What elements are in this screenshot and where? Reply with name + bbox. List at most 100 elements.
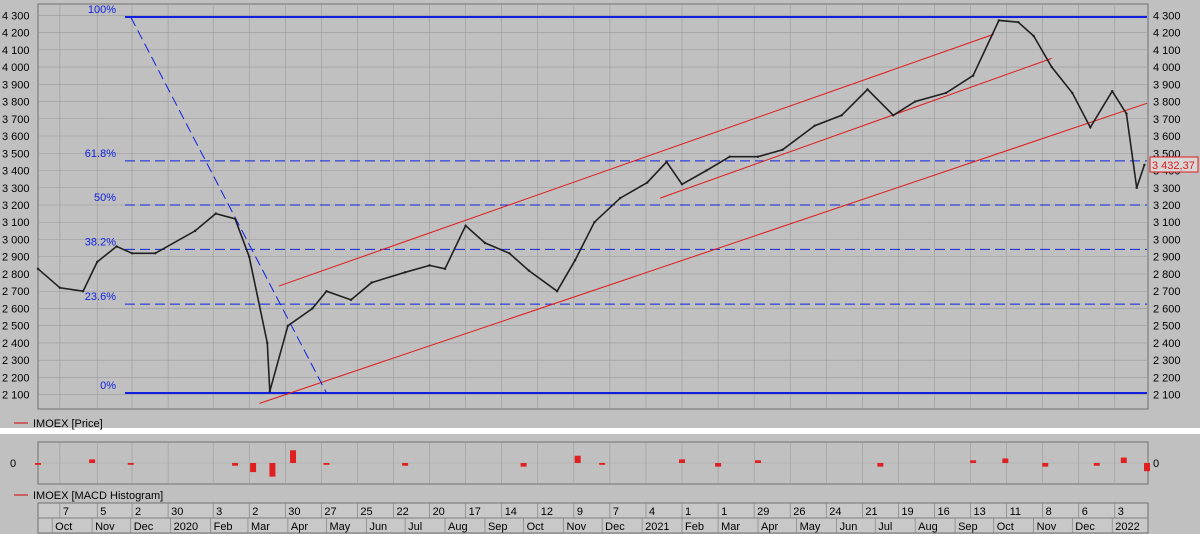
macd-bar [127, 463, 134, 465]
channel-lower-1 [259, 102, 1148, 404]
y-tick-label-right: 2 400 [1153, 338, 1181, 350]
price-point [1143, 163, 1146, 167]
price-point [1032, 34, 1035, 38]
channel-upper-2 [659, 57, 1052, 199]
month-label: 2022 [1115, 521, 1139, 533]
price-point [325, 290, 328, 293]
price-points [36, 19, 1146, 393]
y-tick-label-left: 4 000 [2, 62, 30, 74]
y-tick-label-right: 4 000 [1153, 62, 1181, 74]
price-point [555, 290, 559, 293]
macd-zero-label-right: 0 [1153, 458, 1159, 470]
y-tick-label-left: 2 200 [2, 372, 30, 384]
y-tick-label-left: 3 700 [2, 114, 30, 126]
y-tick-label-right: 4 200 [1153, 28, 1181, 40]
price-point [646, 181, 649, 184]
price-point [115, 245, 118, 248]
day-label: 7 [63, 506, 69, 518]
y-tick-label-right: 3 000 [1153, 234, 1181, 246]
price-point [840, 114, 843, 117]
day-label: 20 [433, 506, 445, 518]
month-label: Sep [958, 521, 978, 533]
fib-level-label: 23.6% [85, 291, 116, 303]
month-label: 2020 [174, 521, 198, 533]
y-tick-label-right: 4 100 [1153, 45, 1181, 57]
price-y-axis-left: 4 300 4 200 4 100 4 000 3 900 3 800 3 700 3 600… [2, 10, 30, 401]
y-tick-label-right: 2 900 [1153, 252, 1181, 264]
day-label: 25 [360, 506, 372, 518]
macd-bar [290, 450, 297, 463]
price-point [866, 88, 869, 91]
month-label: May [800, 521, 821, 533]
price-point [428, 264, 431, 267]
fib-level-label: 38.2% [85, 236, 116, 248]
price-point [1071, 91, 1074, 95]
day-label: 30 [171, 506, 183, 518]
month-label: Aug [448, 521, 468, 533]
y-tick-label-left: 3 100 [2, 217, 30, 229]
macd-bar [1042, 463, 1049, 467]
price-point [527, 269, 530, 272]
y-tick-label-right: 3 700 [1153, 114, 1181, 126]
day-label: 9 [577, 506, 583, 518]
price-point [1016, 20, 1020, 24]
last-value-label: 3 432,37 [1149, 156, 1199, 173]
last-value-text: 3 432,37 [1152, 160, 1195, 172]
price-point [96, 260, 99, 264]
price-point [892, 114, 895, 117]
y-tick-label-left: 2 900 [2, 252, 30, 264]
y-tick-label-left: 2 700 [2, 286, 30, 298]
macd-panel: 0 0 [10, 441, 1159, 485]
price-point [573, 258, 577, 262]
price-panel: 4 300 4 200 4 100 4 000 3 900 3 800 3 700 3 600… [2, 3, 1199, 410]
month-label: Feb [685, 521, 704, 533]
month-label: Mar [251, 521, 270, 533]
y-tick-label-right: 2 100 [1153, 390, 1181, 402]
day-label: 17 [469, 506, 481, 518]
price-point [1135, 186, 1138, 189]
month-label: Nov [567, 521, 587, 533]
price-point [944, 91, 948, 95]
macd-bar [877, 463, 884, 467]
price-point [248, 255, 251, 258]
macd-bar [574, 455, 581, 463]
day-label: 1 [721, 506, 727, 518]
macd-legend-label: IMOEX [MACD Histogram] [33, 490, 163, 502]
panel-separator[interactable] [0, 428, 1200, 434]
month-label: Dec [134, 521, 154, 533]
month-label: Apr [291, 521, 308, 533]
month-label: Nov [1037, 521, 1057, 533]
price-point [1050, 65, 1053, 69]
fib-level-label: 0% [100, 380, 116, 392]
day-label: 2 [252, 506, 258, 518]
macd-bar [269, 463, 276, 477]
price-point [464, 224, 467, 227]
y-tick-label-left: 2 400 [2, 338, 30, 350]
month-label: Apr [761, 521, 778, 533]
day-label: 12 [541, 506, 553, 518]
month-label: Feb [214, 521, 233, 533]
macd-bar [232, 463, 239, 466]
price-point [483, 241, 487, 245]
day-label: 27 [324, 506, 336, 518]
price-point [508, 252, 511, 255]
macd-bar [402, 463, 409, 466]
y-tick-label-right: 2 200 [1153, 372, 1181, 384]
y-tick-label-left: 3 900 [2, 79, 30, 91]
y-tick-label-right: 3 600 [1153, 131, 1181, 143]
day-label: 29 [757, 506, 769, 518]
price-y-axis-right: 4 300 4 200 4 100 4 000 3 900 3 800 3 700 3 600… [1153, 10, 1181, 401]
price-point [81, 290, 85, 293]
price-point [268, 390, 272, 393]
day-label: 5 [100, 506, 106, 518]
macd-histogram-bars [35, 450, 1150, 477]
day-label: 26 [793, 506, 805, 518]
y-tick-label-right: 3 100 [1153, 217, 1181, 229]
day-label: 3 [1118, 506, 1124, 518]
price-plot-area [37, 3, 1149, 410]
day-label: 2 [135, 506, 141, 518]
price-point [370, 281, 373, 284]
macd-bar [1144, 463, 1150, 472]
month-label: Jun [369, 521, 387, 533]
y-tick-label-left: 4 100 [2, 45, 30, 57]
